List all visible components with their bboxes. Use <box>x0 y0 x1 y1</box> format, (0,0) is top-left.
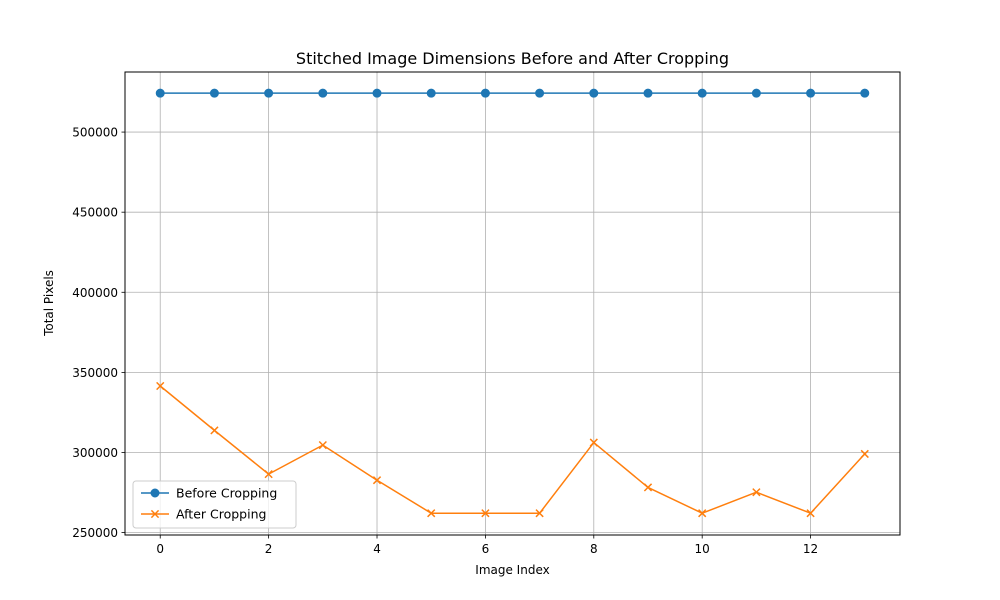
after-cropping-point <box>318 440 327 450</box>
x-tick-label: 0 <box>156 542 164 556</box>
after-cropping-line <box>159 385 866 514</box>
before-cropping-point <box>535 88 545 98</box>
x-marker-stroke <box>264 469 273 479</box>
after-cropping-point <box>860 449 869 459</box>
before-cropping-point <box>426 88 436 98</box>
after-cropping-point <box>264 469 273 479</box>
before-cropping-point <box>589 88 599 98</box>
series-layer <box>155 88 870 518</box>
x-tick-label: 2 <box>265 542 273 556</box>
x-marker-stroke <box>589 438 598 447</box>
before-cropping-point <box>372 88 382 98</box>
before-cropping-point <box>155 88 165 98</box>
legend-box <box>132 480 297 529</box>
before-cropping-point <box>209 88 219 98</box>
legend-label: After Cropping <box>176 507 266 522</box>
before-cropping-point <box>751 88 761 98</box>
before-cropping-point <box>480 88 490 98</box>
x-tick-label: 8 <box>590 542 598 556</box>
y-tick-label: 350000 <box>72 366 118 380</box>
x-tick-label: 10 <box>695 542 710 556</box>
y-tick-label: 450000 <box>72 206 118 220</box>
legend: Before Cropping After Cropping <box>132 480 297 529</box>
series-before-cropping <box>155 88 870 98</box>
x-marker-stroke <box>643 483 653 492</box>
x-marker-stroke <box>150 509 160 519</box>
after-cropping-point <box>372 476 382 485</box>
plot-area-frame <box>124 71 901 536</box>
x-marker-stroke <box>860 449 869 459</box>
x-marker-stroke <box>427 509 436 518</box>
after-cropping-point <box>589 438 598 447</box>
chart-title: Stitched Image Dimensions Before and Aft… <box>296 49 729 68</box>
grid <box>125 72 900 535</box>
before-cropping-point <box>643 88 653 98</box>
x-marker-stroke <box>535 509 544 518</box>
x-tick-label: 12 <box>803 542 818 556</box>
legend-item-after-cropping: After Cropping <box>141 507 266 522</box>
after-cropping-point <box>643 483 653 492</box>
before-cropping-point <box>860 88 870 98</box>
x-tick-label: 6 <box>482 542 490 556</box>
after-cropping-point <box>427 509 436 518</box>
after-cropping-point <box>806 509 815 518</box>
x-marker-stroke <box>481 509 490 518</box>
after-cropping-point <box>535 509 544 518</box>
x-marker-stroke <box>752 488 761 497</box>
axis-ticks: 0 2 4 6 8 10 12 250000 300000 350000 400000 450000 5… <box>72 126 818 556</box>
y-tick-label: 250000 <box>72 526 118 540</box>
y-tick-label: 500000 <box>72 126 118 140</box>
x-marker-stroke <box>156 381 165 391</box>
legend-swatch-marker <box>150 509 160 519</box>
x-marker-stroke <box>318 440 327 450</box>
legend-label: Before Cropping <box>176 486 277 501</box>
y-axis-label: Total Pixels <box>42 270 56 337</box>
x-marker-stroke <box>698 509 707 518</box>
y-tick-label: 400000 <box>72 286 118 300</box>
after-cropping-point <box>156 381 165 391</box>
after-cropping-point <box>210 426 219 435</box>
x-marker-stroke <box>210 426 219 435</box>
legend-swatch-marker <box>150 488 160 498</box>
legend-item-before-cropping: Before Cropping <box>141 486 277 501</box>
after-cropping-point <box>752 488 761 497</box>
before-cropping-point <box>697 88 707 98</box>
y-tick-label: 300000 <box>72 446 118 460</box>
before-cropping-point <box>806 88 816 98</box>
series-after-cropping <box>156 381 869 518</box>
after-cropping-point <box>698 509 707 518</box>
after-cropping-point <box>481 509 490 518</box>
x-axis-label: Image Index <box>475 563 549 577</box>
x-marker-stroke <box>806 509 815 518</box>
before-cropping-point <box>318 88 328 98</box>
x-tick-label: 4 <box>373 542 381 556</box>
before-cropping-point <box>264 88 274 98</box>
x-marker-stroke <box>372 476 382 485</box>
